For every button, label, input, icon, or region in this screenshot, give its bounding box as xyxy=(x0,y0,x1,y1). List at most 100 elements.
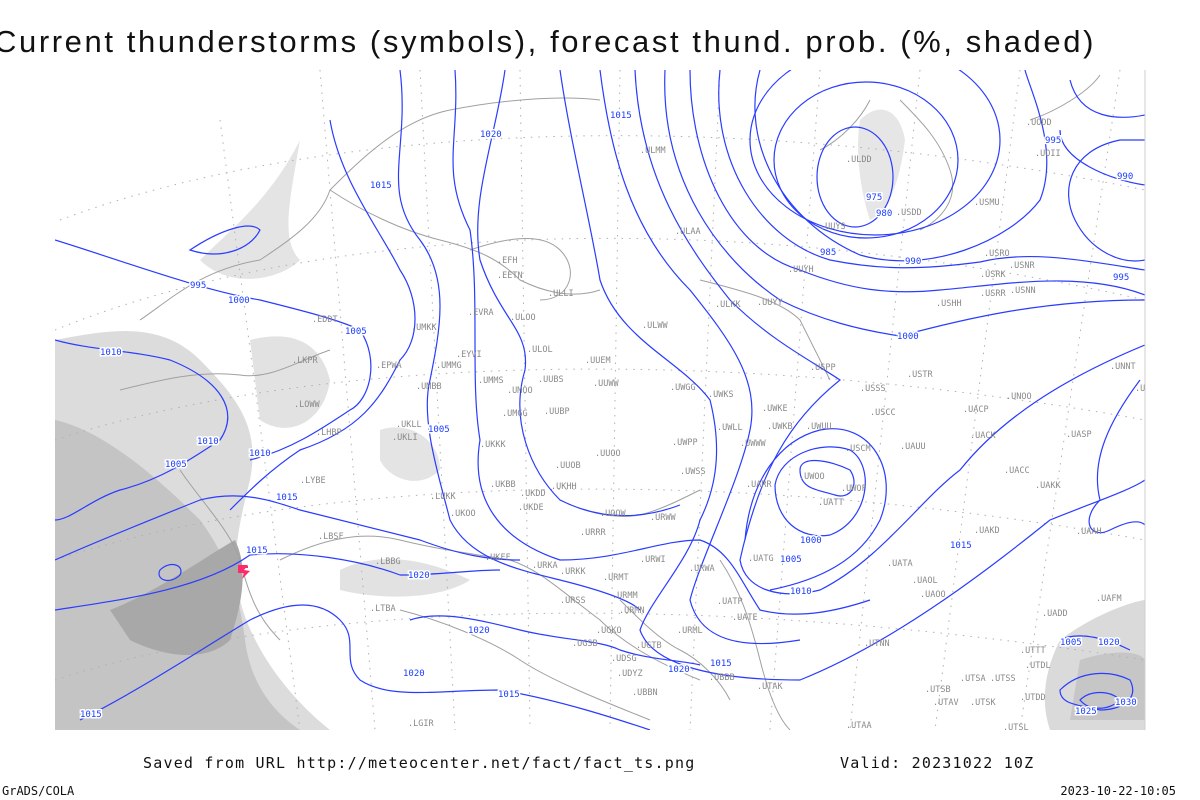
station-label: .LBSF xyxy=(318,532,344,542)
generated-timestamp: 2023-10-22-10:05 xyxy=(1060,784,1176,798)
station-label: .LKPR xyxy=(292,356,318,366)
station-label: .UWWW xyxy=(740,439,766,449)
station-label: .UKFF xyxy=(485,553,511,563)
station-label: .UACK xyxy=(970,431,996,441)
station-label: .UBBB xyxy=(709,673,735,683)
station-label: .USTR xyxy=(907,370,933,380)
isobar-label: 1010 xyxy=(790,587,812,597)
isobar-label: 1005 xyxy=(165,460,187,470)
isobar-label: 1015 xyxy=(370,181,392,191)
probability-shading xyxy=(55,109,1145,730)
station-label: .USRO xyxy=(984,249,1010,259)
software-credit: GrADS/COLA xyxy=(2,784,75,798)
station-label: .UWKS xyxy=(708,390,734,400)
isobar-label: 1005 xyxy=(428,425,450,435)
station-label: .UKKK xyxy=(480,440,506,450)
station-label: .UAAH xyxy=(1076,527,1102,537)
isobar-label: 1005 xyxy=(345,327,367,337)
station-label: .ULOL xyxy=(527,345,553,355)
station-label: .LHBP xyxy=(316,428,342,438)
isobar-label: 1015 xyxy=(950,541,972,551)
station-label: .ULLI xyxy=(548,289,574,299)
station-label: .UOOW xyxy=(600,509,626,519)
station-label: .UWOF xyxy=(841,484,867,494)
station-label: .UKHH xyxy=(551,482,577,492)
isobar-label: 1015 xyxy=(498,690,520,700)
station-label: .ULDD xyxy=(846,155,872,165)
station-label: .UUBP xyxy=(544,407,570,417)
station-label: .UACP xyxy=(963,405,989,415)
station-label: .UWUU xyxy=(806,422,832,432)
station-label: .UNBB xyxy=(1135,384,1161,394)
station-label: .EDDT xyxy=(312,315,338,325)
isobar-label: 1020 xyxy=(408,571,430,581)
station-label: .URSS xyxy=(560,596,586,606)
station-label: .UODD xyxy=(1026,118,1052,128)
isobar-label: 1000 xyxy=(228,296,250,306)
station-label: .UADD xyxy=(1042,609,1068,619)
station-label: .UNOO xyxy=(1006,392,1032,402)
isobar-label: 1015 xyxy=(710,659,732,669)
station-label: .EVRA xyxy=(468,308,494,318)
station-label: .UATA xyxy=(887,559,913,569)
station-label: .UWKE xyxy=(762,404,788,414)
station-label: .UTSB xyxy=(925,685,951,695)
source-url-text: Saved from URL http://meteocenter.net/fa… xyxy=(143,754,696,772)
isobar-label: 1025 xyxy=(1075,707,1097,717)
station-label: .UDSG xyxy=(611,654,637,664)
isobars xyxy=(55,70,1145,730)
station-label: .UMMG xyxy=(436,361,462,371)
thunderstorm-icon xyxy=(238,565,250,579)
station-label: .LTBA xyxy=(370,604,396,614)
station-label: .UGTB xyxy=(636,641,662,651)
station-label: .EYVI xyxy=(456,350,482,360)
isobar-label: 1020 xyxy=(403,669,425,679)
station-label: .URWI xyxy=(640,555,666,565)
station-label: .USDD xyxy=(896,208,922,218)
station-label: .LBBG xyxy=(375,557,401,567)
station-label: .USHH xyxy=(936,299,962,309)
station-label: .USNR xyxy=(1009,261,1035,271)
station-label: .LYBE xyxy=(300,476,326,486)
station-label: .UAKK xyxy=(1035,481,1061,491)
station-label: .UKDD xyxy=(520,489,546,499)
station-label: .UKOO xyxy=(450,509,476,519)
isobar-label: 1015 xyxy=(276,493,298,503)
station-label: .UTSK xyxy=(970,698,996,708)
station-label: .URRR xyxy=(580,528,606,538)
station-label: .UWOO xyxy=(799,472,825,482)
valid-time: Valid: 20231022 10Z xyxy=(840,754,1035,772)
isobar-labels: 1020 1015 1015 995 1000 1005 1010 1005 1010 1005 1… xyxy=(79,110,1139,722)
isobar-label: 990 xyxy=(1117,172,1133,182)
station-label: .UATE xyxy=(732,613,758,623)
station-label: .LOWW xyxy=(294,400,320,410)
station-label: .UNNT xyxy=(1110,362,1136,372)
station-label: .USRK xyxy=(980,270,1006,280)
isobar-label: 1015 xyxy=(610,111,632,121)
station-label: .UGSB xyxy=(572,639,598,649)
isobar-label: 1015 xyxy=(246,546,268,556)
station-label: .UUYS xyxy=(820,222,846,232)
isobar-label: 1020 xyxy=(668,665,690,675)
station-label: .UAKD xyxy=(974,526,1000,536)
station-label: .ULWW xyxy=(642,321,668,331)
station-label: .UTAK xyxy=(757,682,783,692)
station-label: .UAOO xyxy=(920,590,946,600)
isobar-label: 1010 xyxy=(249,449,271,459)
station-label: .ULOO xyxy=(510,313,536,323)
station-label: .UTSS xyxy=(990,674,1016,684)
station-label: .UTSA xyxy=(960,674,986,684)
coastlines xyxy=(119,74,1101,730)
isobar-label: 1010 xyxy=(100,348,122,358)
station-label: .UUOB xyxy=(555,461,581,471)
station-label: .URMT xyxy=(603,573,629,583)
station-label: .UATG xyxy=(748,554,774,564)
station-label: .UMBB xyxy=(416,382,442,392)
station-label: .UKLI xyxy=(392,433,418,443)
graticule xyxy=(55,70,1145,730)
station-label: .URML xyxy=(677,626,703,636)
station-label: .UTAA xyxy=(846,721,872,731)
isobar-label: 975 xyxy=(866,193,882,203)
station-label: .USPP xyxy=(810,363,836,373)
